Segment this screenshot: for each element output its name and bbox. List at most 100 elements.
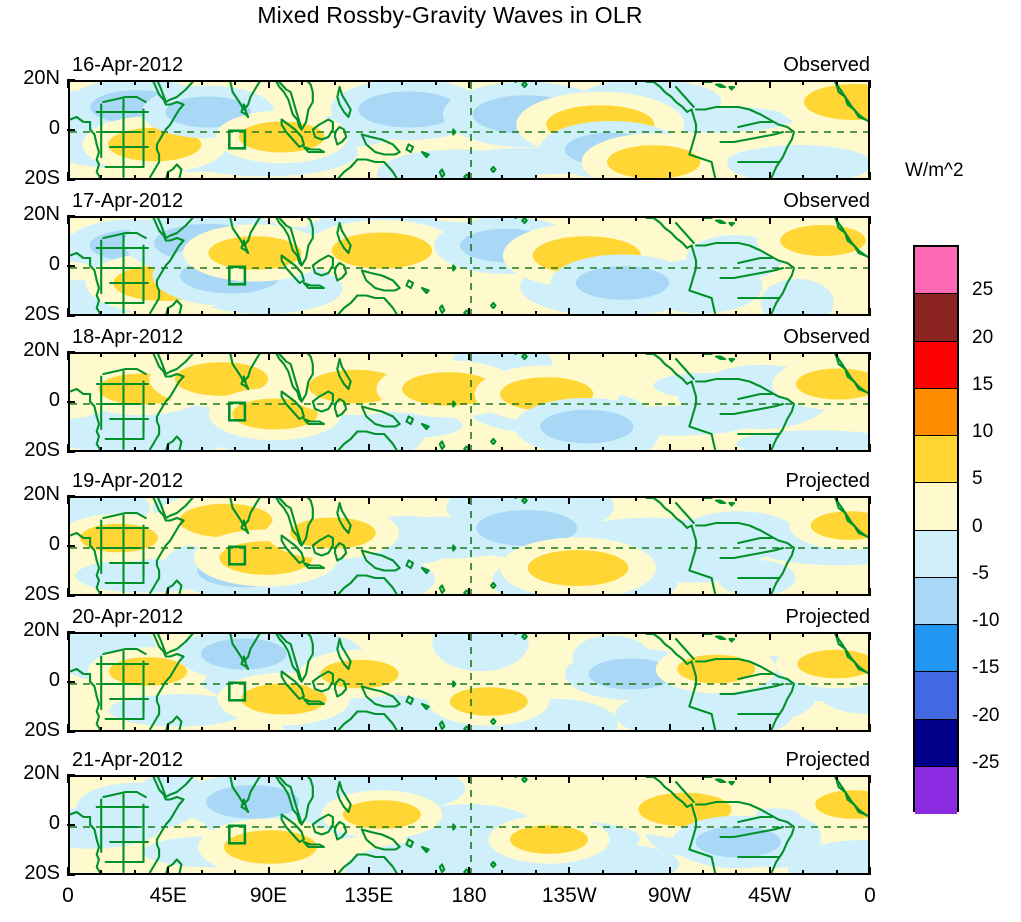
colorbar[interactable] [913, 245, 959, 814]
x-axis-tick-mark [267, 444, 270, 452]
x-axis-tick-mark [167, 308, 170, 316]
x-axis-tick-mark [635, 632, 638, 637]
map-panel-3: 18-Apr-2012 Observed 20N 0 20S [23, 326, 871, 461]
x-axis-tick-mark [735, 447, 738, 452]
x-axis-tick-mark [67, 632, 69, 640]
x-axis-tick-mark [701, 311, 704, 316]
x-axis-tick-mark [100, 352, 103, 357]
x-axis-tick-mark [568, 352, 571, 360]
x-axis-tick-mark [701, 80, 704, 85]
x-axis-tick-mark [668, 775, 671, 783]
y-axis-tick-mark [67, 79, 75, 81]
x-axis-tick-mark [334, 870, 337, 875]
x-axis-tick-mark [802, 352, 805, 357]
x-axis-tick-mark [133, 496, 136, 501]
x-axis-tick-mark [869, 588, 871, 596]
colorbar-unit-label: W/m^2 [905, 160, 964, 181]
panel-date-label: 21-Apr-2012 [72, 749, 184, 771]
x-axis-tick-mark [367, 496, 370, 504]
x-axis-tick-mark [534, 311, 537, 316]
x-axis-tick-mark [835, 727, 838, 732]
colorbar-tick-label: 25 [972, 279, 994, 301]
y-axis-tick-mark [67, 731, 75, 733]
x-axis-tick-mark [869, 724, 871, 732]
x-axis-tick-mark [668, 632, 671, 640]
x-axis-tick-mark [468, 867, 470, 875]
map-canvas [68, 216, 870, 316]
x-axis-tick-mark [367, 632, 370, 640]
x-axis-tick-mark [501, 727, 504, 732]
y-axis-tick-mark [67, 315, 75, 317]
x-axis-tick-mark [768, 775, 771, 783]
x-axis-tick-mark [668, 867, 671, 875]
x-axis-tick-mark [234, 496, 237, 501]
map-panel-5: 20-Apr-2012 Projected 20N 0 20S [23, 606, 871, 741]
x-axis-tick-mark [133, 775, 136, 780]
x-axis-tick-mark [167, 724, 170, 732]
x-axis-tick-mark [568, 496, 571, 504]
colorbar-band [915, 625, 957, 673]
x-axis-tick-mark [133, 352, 136, 357]
x-axis-tick-mark [501, 352, 504, 357]
y-axis-tick-label: 20N [23, 339, 60, 361]
x-axis-tick-mark [334, 727, 337, 732]
x-axis-tick-mark [133, 727, 136, 732]
x-axis-tick-mark [300, 175, 303, 180]
x-axis-tick-mark [468, 352, 470, 360]
x-axis-tick-mark [234, 216, 237, 221]
colorbar-tick-label: 15 [972, 373, 994, 395]
x-axis-tick-mark [534, 591, 537, 596]
map-panel-4: 19-Apr-2012 Projected 20N 0 20S [23, 470, 871, 605]
x-axis-tick-mark [601, 311, 604, 316]
x-axis-tick-mark [367, 775, 370, 783]
x-axis-tick-mark [534, 216, 537, 221]
x-axis-tick-mark [635, 870, 638, 875]
x-axis-tick-mark [367, 724, 370, 732]
y-axis-tick-mark [67, 824, 75, 826]
x-axis-tick-mark [401, 447, 404, 452]
y-axis-tick-mark [67, 774, 75, 776]
x-axis-tick-mark [100, 80, 103, 85]
x-axis-tick-mark [167, 496, 170, 504]
x-axis-tick-mark [869, 80, 871, 88]
x-axis-tick-mark [768, 496, 771, 504]
x-axis-tick-mark [668, 216, 671, 224]
x-axis-tick-mark [735, 870, 738, 875]
x-axis-tick-mark [100, 447, 103, 452]
y-axis-tick-label: 0 [48, 669, 60, 691]
x-axis-tick-mark [300, 496, 303, 501]
x-axis-tick-mark [835, 175, 838, 180]
x-axis-tick-mark [401, 80, 404, 85]
x-axis-tick-mark [534, 447, 537, 452]
x-axis-tick-mark [334, 352, 337, 357]
y-axis-tick-mark [67, 215, 75, 217]
colorbar-tick-label: -5 [972, 562, 989, 584]
x-axis-tick-mark [133, 447, 136, 452]
x-axis-tick-mark [234, 775, 237, 780]
x-axis-tick-mark [735, 727, 738, 732]
x-axis-tick-mark [300, 727, 303, 732]
x-axis-tick-mark [635, 727, 638, 732]
x-axis-tick-mark [367, 172, 370, 180]
x-axis-tick-mark [133, 591, 136, 596]
x-axis-tick-mark [468, 308, 470, 316]
x-axis-tick-label: 90E [249, 884, 288, 907]
x-axis-tick-mark [434, 591, 437, 596]
x-axis-tick-mark [835, 775, 838, 780]
x-axis-tick-mark [200, 447, 203, 452]
x-axis-tick-mark [735, 591, 738, 596]
x-axis-tick-mark [601, 727, 604, 732]
x-axis-tick-mark [367, 308, 370, 316]
y-axis-tick-mark [67, 451, 75, 453]
x-axis-tick-mark [701, 591, 704, 596]
y-axis-tick-mark [67, 545, 75, 547]
x-axis-tick-mark [167, 775, 170, 783]
x-axis-tick-mark [835, 496, 838, 501]
x-axis-tick-mark [869, 632, 871, 640]
x-axis-tick-mark [234, 80, 237, 85]
x-axis-tick-mark [501, 80, 504, 85]
panel-date-label: 19-Apr-2012 [72, 470, 184, 492]
panel-date-label: 16-Apr-2012 [72, 54, 184, 76]
x-axis-tick-mark [468, 444, 470, 452]
x-axis-tick-label: 0 [864, 884, 876, 907]
